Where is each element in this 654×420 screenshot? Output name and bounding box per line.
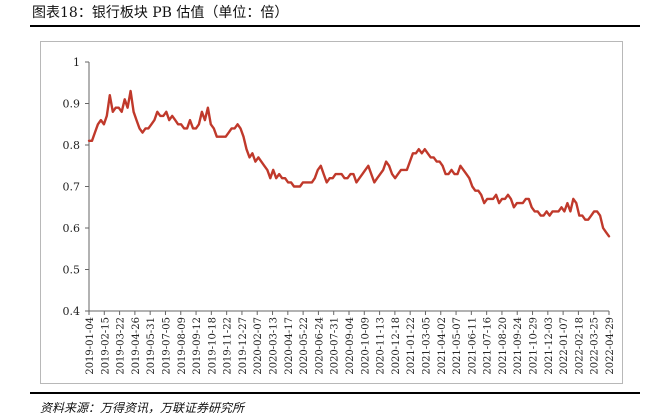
x-tick-label: 2021-10-29 <box>529 317 540 375</box>
x-tick-label: 2019-12-27 <box>238 317 249 375</box>
x-tick-label: 2022-01-07 <box>559 317 570 375</box>
x-tick-label: 2020-10-09 <box>360 317 371 375</box>
x-tick-label: 2021-09-24 <box>513 317 524 375</box>
x-tick-label: 2021-03-05 <box>421 317 432 375</box>
x-tick-label: 2020-03-13 <box>269 317 280 375</box>
x-tick-label: 2021-12-03 <box>544 317 555 375</box>
source-divider <box>30 392 640 394</box>
x-tick-label: 2020-05-22 <box>299 317 310 375</box>
x-tick-label: 2019-03-22 <box>116 317 127 375</box>
x-tick-label: 2019-05-31 <box>146 317 157 375</box>
x-tick-label: 2020-06-24 <box>314 317 325 375</box>
x-tick-label: 2020-07-31 <box>330 317 341 375</box>
y-tick-label: 1 <box>73 56 80 69</box>
x-tick-label: 2019-11-22 <box>223 317 234 375</box>
x-tick-label: 2022-02-18 <box>574 317 585 375</box>
x-tick-label: 2021-06-11 <box>467 317 478 375</box>
x-tick-label: 2022-03-25 <box>590 317 601 375</box>
pb-series-line <box>87 89 611 238</box>
x-tick-label: 2019-10-18 <box>207 317 218 375</box>
x-tick-label: 2020-09-04 <box>345 317 356 375</box>
chart-frame: 0.4 0.5 0.6 0.7 0.8 0.9 1 2019-01-04 2019-02-15 2… <box>40 41 623 384</box>
y-tick-label: 0.7 <box>63 181 81 194</box>
x-tick-label: 2021-05-07 <box>452 317 463 375</box>
x-tick-label: 2019-02-15 <box>100 317 111 375</box>
x-tick-label: 2019-09-12 <box>192 317 203 375</box>
x-tick-label: 2020-02-07 <box>253 317 264 375</box>
x-tick-label: 2021-08-20 <box>498 317 509 375</box>
x-tick-label: 2021-04-02 <box>437 317 448 375</box>
x-tick-label: 2021-07-16 <box>483 317 494 375</box>
x-tick-label: 2020-04-17 <box>284 317 295 375</box>
x-tick-label: 2022-04-29 <box>605 317 616 375</box>
x-tick-label: 2019-08-09 <box>177 317 188 375</box>
y-tick-label: 0.4 <box>63 305 81 318</box>
x-tick-label: 2020-12-18 <box>391 317 402 375</box>
title-divider <box>30 25 640 27</box>
figure-title: 图表18：银行板块 PB 估值（单位：倍） <box>32 5 289 21</box>
x-tick-label: 2019-07-05 <box>161 317 172 375</box>
x-tick-label: 2019-04-26 <box>131 317 142 375</box>
x-tick-label: 2020-11-13 <box>376 317 387 375</box>
pb-line-chart: 0.4 0.5 0.6 0.7 0.8 0.9 1 2019-01-04 2019-02-15 2… <box>63 56 617 375</box>
x-tick-label: 2019-01-04 <box>85 317 96 375</box>
source-note: 资料来源：万得资讯，万联证券研究所 <box>40 401 245 415</box>
x-tick-label: 2021-01-22 <box>406 317 417 375</box>
y-tick-label: 0.5 <box>63 264 81 277</box>
y-tick-label: 0.8 <box>63 139 81 152</box>
y-tick-label: 0.9 <box>63 98 81 111</box>
y-tick-label: 0.6 <box>63 222 81 235</box>
